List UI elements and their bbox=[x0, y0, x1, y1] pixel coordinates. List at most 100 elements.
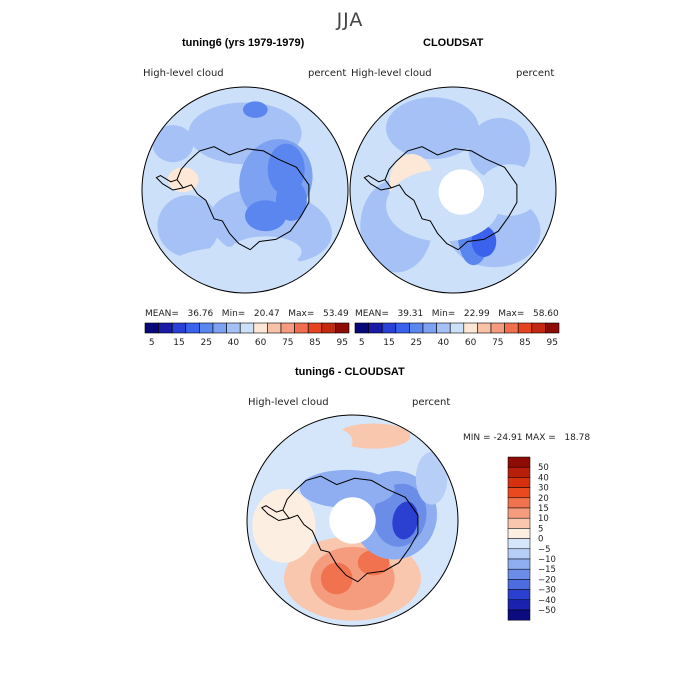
colorbar-swatch bbox=[507, 568, 531, 580]
colorbar-swatch bbox=[321, 322, 336, 334]
contour-region bbox=[242, 101, 268, 118]
colorbar-swatch bbox=[335, 322, 350, 334]
diff-title: tuning6 - CLOUDSAT bbox=[295, 366, 405, 378]
panel2-colorbar: 5 15 25 40 60 75 85 95 bbox=[354, 322, 560, 348]
peninsula-coastline bbox=[363, 175, 392, 191]
colorbar-swatch bbox=[507, 528, 531, 539]
colorbar-tick-label: −15 bbox=[538, 565, 556, 575]
contour-region bbox=[289, 425, 353, 458]
diff-polar-map bbox=[246, 414, 459, 627]
map-boundary bbox=[349, 86, 557, 294]
colorbar-tick-label: −5 bbox=[538, 545, 551, 555]
colorbar-tick-label: 5 bbox=[359, 338, 365, 348]
colorbar-tick-label: 5 bbox=[149, 338, 155, 348]
colorbar-tick-label: 60 bbox=[465, 338, 477, 348]
panel1-stats: MEAN= 36.76 Min= 20.47 Max= 53.49 bbox=[145, 309, 349, 319]
colorbar-swatch bbox=[507, 558, 531, 570]
contour-region bbox=[392, 501, 419, 540]
contour-region bbox=[157, 195, 220, 257]
contour-region bbox=[478, 164, 541, 216]
colorbar-tick-label: 95 bbox=[336, 338, 347, 348]
antarctica-coastline bbox=[176, 146, 310, 251]
panel1-title: tuning6 (yrs 1979-1979) bbox=[182, 37, 305, 49]
colorbar-tick-label: 15 bbox=[538, 504, 549, 514]
colorbar-swatch bbox=[368, 322, 383, 334]
colorbar-swatch bbox=[507, 609, 531, 621]
colorbar-tick-label: −10 bbox=[538, 555, 556, 565]
contour-region bbox=[320, 562, 353, 595]
panel1-colorbar: 5 15 25 40 60 75 85 95 bbox=[144, 322, 350, 348]
map-boundary bbox=[141, 86, 349, 294]
panel2-stats: MEAN= 39.31 Min= 22.99 Max= 58.60 bbox=[355, 309, 559, 319]
colorbar-swatch bbox=[507, 579, 531, 590]
colorbar-tick-label: 75 bbox=[282, 338, 293, 348]
colorbar-swatch bbox=[226, 322, 241, 334]
colorbar-tick-label: 15 bbox=[383, 338, 394, 348]
colorbar-tick-label: 75 bbox=[492, 338, 503, 348]
panel2-units-label: percent bbox=[516, 68, 555, 79]
colorbar-swatch bbox=[280, 322, 295, 334]
colorbar-tick-label: 10 bbox=[538, 514, 549, 524]
colorbar-tick-label: 85 bbox=[309, 338, 320, 348]
contour-region bbox=[415, 451, 448, 505]
colorbar-tick-label: 60 bbox=[255, 338, 267, 348]
colorbar-swatch bbox=[185, 322, 200, 334]
colorbar-swatch bbox=[507, 497, 531, 509]
contour-region bbox=[167, 167, 199, 193]
colorbar-swatch bbox=[507, 599, 531, 611]
colorbar-swatch bbox=[507, 477, 531, 488]
contour-region bbox=[152, 125, 194, 163]
colorbar-swatch bbox=[504, 322, 519, 334]
peninsula-coastline bbox=[260, 505, 290, 522]
colorbar-swatch bbox=[507, 456, 531, 468]
colorbar-swatch bbox=[307, 322, 323, 334]
colorbar-swatch bbox=[199, 322, 214, 334]
colorbar-tick-label: −40 bbox=[538, 596, 556, 606]
colorbar-tick-label: 25 bbox=[410, 338, 421, 348]
contour-region bbox=[336, 423, 411, 449]
colorbar-swatch bbox=[395, 322, 410, 334]
panel1-units-label: percent bbox=[308, 68, 347, 79]
diff-units-label: percent bbox=[412, 397, 451, 408]
colorbar-tick-label: −30 bbox=[538, 586, 556, 596]
colorbar-tick-label: 40 bbox=[438, 338, 450, 348]
contour-region bbox=[229, 236, 302, 268]
colorbar-swatch bbox=[144, 322, 159, 334]
contour-region bbox=[245, 200, 287, 232]
panel1-polar-map bbox=[141, 86, 349, 294]
colorbar-swatch bbox=[436, 322, 451, 334]
colorbar-swatch bbox=[239, 322, 255, 334]
panel1-variable-label: High-level cloud bbox=[143, 68, 224, 79]
missing-data-hole bbox=[329, 497, 376, 544]
colorbar-swatch bbox=[449, 322, 465, 334]
colorbar-swatch bbox=[422, 322, 437, 334]
colorbar-swatch bbox=[545, 322, 560, 334]
colorbar-tick-label: −50 bbox=[538, 606, 556, 616]
colorbar-swatch bbox=[507, 517, 531, 529]
colorbar-swatch bbox=[158, 322, 173, 334]
colorbar-swatch bbox=[463, 322, 478, 334]
colorbar-swatch bbox=[171, 322, 187, 334]
diff-stats: MIN = -24.91 MAX = 18.78 bbox=[463, 433, 591, 443]
antarctica-coastline bbox=[384, 146, 518, 251]
diff-variable-label: High-level cloud bbox=[248, 397, 329, 408]
colorbar-swatch bbox=[507, 507, 531, 519]
colorbar-swatch bbox=[212, 322, 227, 334]
colorbar-swatch bbox=[517, 322, 533, 334]
colorbar-swatch bbox=[507, 466, 531, 478]
colorbar-tick-label: 40 bbox=[538, 473, 549, 483]
map-boundary bbox=[246, 414, 459, 627]
colorbar-swatch bbox=[507, 548, 531, 560]
contour-region bbox=[299, 469, 395, 508]
antarctica-coastline bbox=[282, 475, 419, 583]
colorbar-tick-label: 30 bbox=[538, 484, 549, 494]
colorbar-tick-label: 5 bbox=[538, 524, 543, 534]
colorbar-swatch bbox=[381, 322, 397, 334]
panel2-title: CLOUDSAT bbox=[423, 37, 484, 49]
panel2-polar-map bbox=[349, 86, 557, 294]
colorbar-tick-label: 20 bbox=[538, 494, 549, 504]
colorbar-tick-label: 15 bbox=[173, 338, 184, 348]
colorbar-swatch bbox=[490, 322, 505, 334]
colorbar-tick-label: 85 bbox=[519, 338, 530, 348]
